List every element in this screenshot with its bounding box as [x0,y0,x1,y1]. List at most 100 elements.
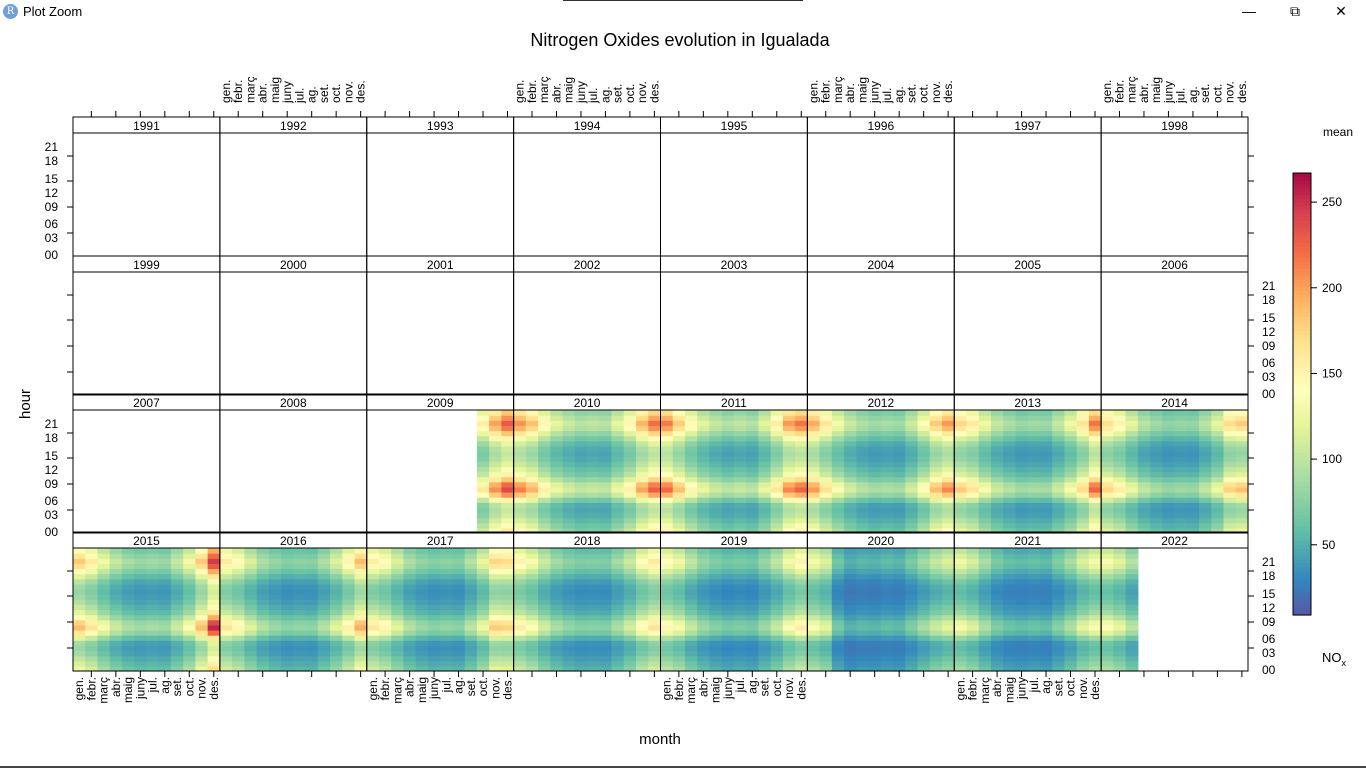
heat-cell [525,660,539,667]
heat-cell [1052,507,1066,514]
heat-cell [317,650,331,657]
heat-cell [990,522,1004,529]
heat-cell [721,502,735,508]
heat-cell [905,425,919,432]
heat-cell [917,430,931,437]
heat-cell [1125,445,1139,452]
heat-cell [440,650,454,657]
heat-cell [1125,640,1139,646]
heat-cell [1052,502,1066,508]
heat-cell [660,573,674,580]
heat-cell [672,568,686,575]
heat-cell [721,665,735,672]
heat-cell [819,461,833,467]
heat-cell [721,440,735,447]
colorbar-tick-label: 250 [1322,195,1342,209]
heat-cell [1027,476,1041,483]
heat-cell [1211,522,1225,529]
heat-cell [121,594,135,600]
heat-cell [929,507,943,514]
minimize-button[interactable]: — [1242,3,1256,19]
heat-cell [330,665,343,672]
heat-cell [880,502,894,508]
heat-cell [268,594,282,600]
heat-cell [268,563,282,570]
heat-cell [966,655,980,662]
heat-cell [1137,420,1151,426]
hour-tick-label: 12 [45,186,59,200]
heat-cell [880,420,894,426]
heat-cell [525,507,539,514]
heat-cell [501,609,515,616]
heat-cell [648,476,662,483]
heat-cell [73,614,86,621]
heat-cell [697,573,711,580]
heat-cell [623,558,637,564]
heat-cell [1015,578,1029,585]
close-button[interactable]: ✕ [1335,3,1347,19]
heat-cell [574,445,588,452]
heat-cell [746,512,760,519]
heat-cell [758,527,772,534]
heat-cell [1088,665,1102,672]
heat-cell [905,410,919,416]
heat-cell [1199,471,1212,478]
heat-cell [330,548,343,554]
heat-cell [819,558,833,564]
heat-cell [880,573,894,580]
heat-cell [1027,461,1041,467]
heat-cell [831,522,845,529]
colorbar-segment [1293,511,1311,517]
colorbar-segment [1293,228,1311,233]
heat-cell [831,492,845,498]
heat-cell [868,589,882,595]
heat-cell [599,456,613,462]
heat-cell [782,502,796,508]
heat-cell [562,497,576,503]
heat-cell [684,512,698,519]
heat-cell [538,522,551,529]
restore-button[interactable]: ⧉ [1290,3,1300,19]
colorbar-segment [1293,408,1311,414]
heat-cell [1052,655,1066,662]
heat-cell [1101,604,1114,611]
heat-cell [807,589,821,595]
heat-cell [709,410,723,416]
heat-cell [697,609,711,616]
heat-cell [623,578,637,585]
heat-cell [660,609,674,616]
heat-cell [170,604,184,611]
colorbar-segment [1293,283,1311,288]
heat-cell [954,435,968,442]
heat-cell [1113,548,1127,554]
panel-frame [660,271,808,396]
heat-cell [538,630,551,636]
colorbar-segment [1293,316,1311,321]
heat-cell [636,604,649,611]
heat-cell [207,558,221,564]
heat-cell [990,517,1004,524]
heat-cell [195,640,209,646]
heat-cell [1015,665,1029,672]
heat-cell [868,558,882,564]
heat-cell [1088,568,1102,575]
panel-frame [72,132,221,257]
heat-cell [378,548,392,554]
heat-cell [942,548,955,554]
heat-cell [1076,583,1090,590]
heat-cell [1027,640,1041,646]
heat-cell [819,445,833,452]
heat-cell [905,471,919,478]
heat-cell [1113,655,1127,662]
heat-cell [893,430,906,437]
heat-cell [966,563,980,570]
heat-cell [244,548,258,554]
heat-cell [807,573,821,580]
heat-cell [550,548,564,554]
colorbar-segment [1293,287,1311,292]
heat-cell [733,512,747,519]
heat-cell [1223,527,1237,534]
heat-cell [844,456,857,462]
heat-cell [1015,640,1029,646]
heat-cell [317,635,331,641]
